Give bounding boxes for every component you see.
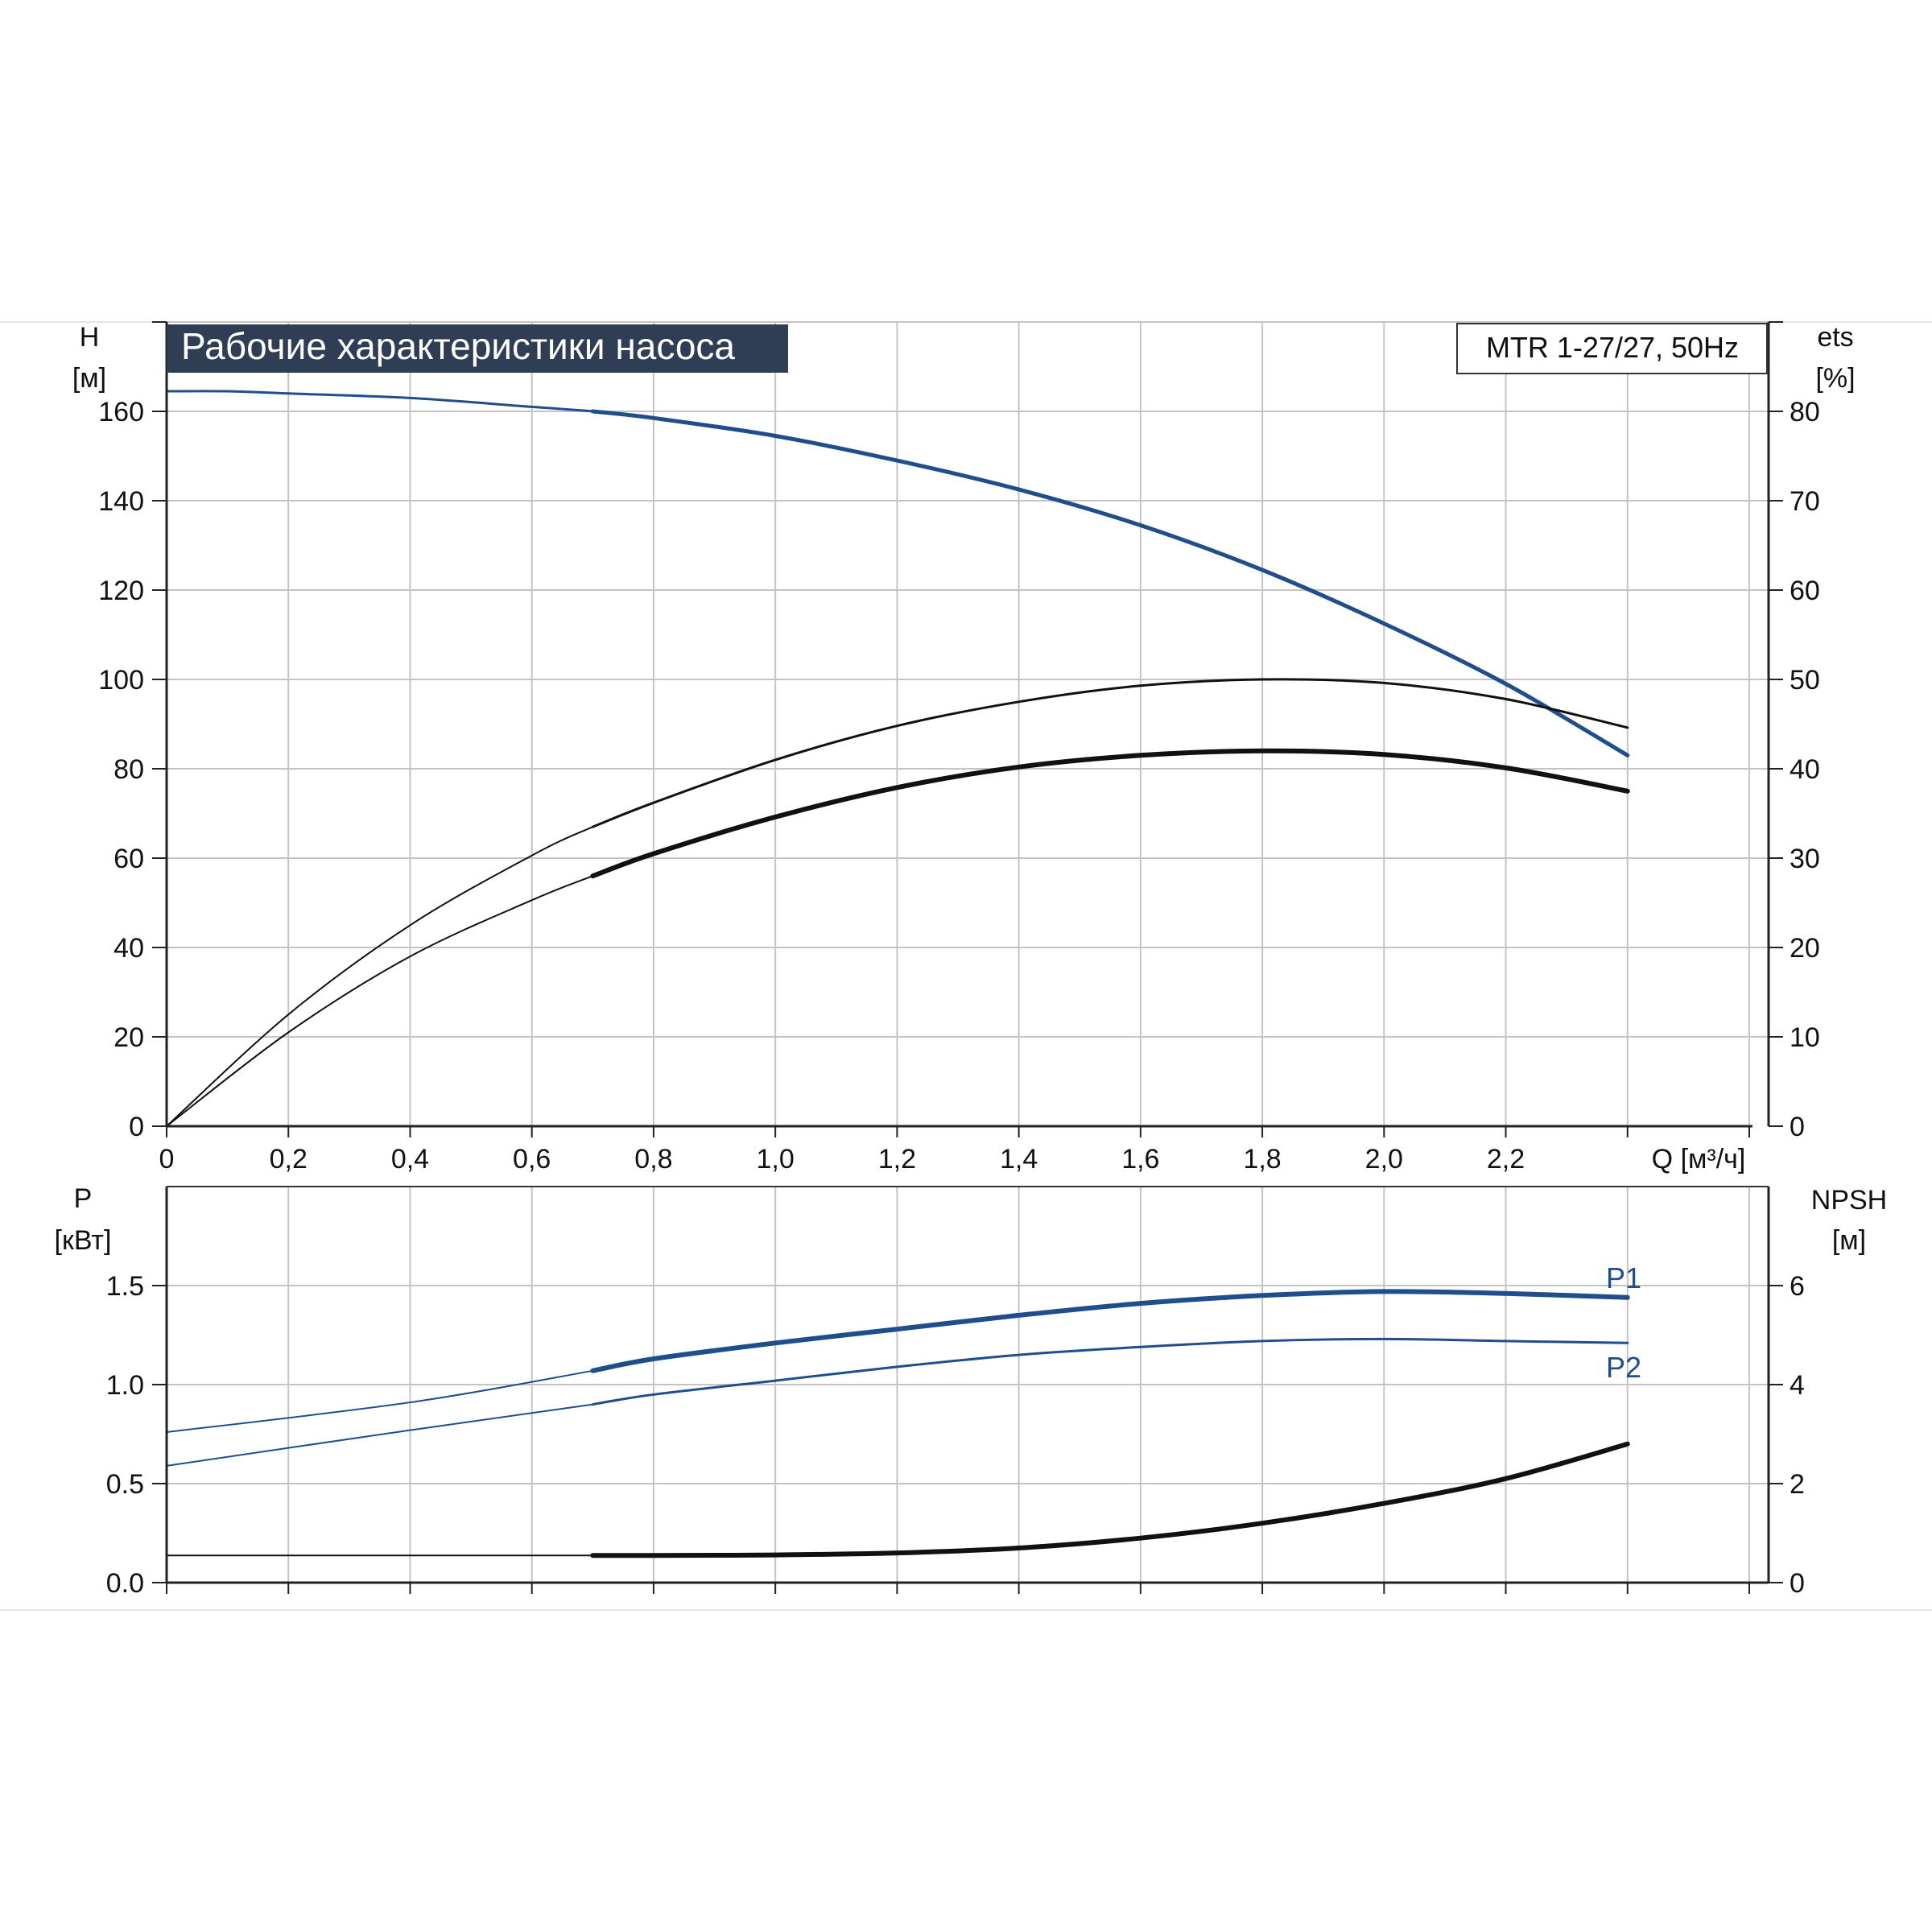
model-label: MTR 1-27/27, 50Hz xyxy=(1486,331,1739,364)
series-label-p2: P2 xyxy=(1606,1351,1641,1384)
bottom-left-tick-label: 0.0 xyxy=(106,1568,144,1599)
x-tick-label: 1,8 xyxy=(1243,1144,1281,1174)
bottom-axes: 0.0 0.5 1.0 1.5 0 2 4 6 xyxy=(106,1186,1805,1599)
top-left-tick-label: 60 xyxy=(114,844,144,874)
x-tick-label: 2,2 xyxy=(1487,1144,1525,1174)
top-right-tick-label: 10 xyxy=(1790,1022,1820,1053)
x-tick-label: 1,0 xyxy=(757,1144,795,1174)
top-right-tick-label: 0 xyxy=(1790,1112,1805,1142)
top-axes: 0 20 40 60 80 100 120 140 160 0 10 20 30 40 50 60 70 80 0 0… xyxy=(98,321,1820,1174)
bottom-grid xyxy=(167,1187,1769,1583)
top-right-tick-label: 30 xyxy=(1790,844,1820,874)
bottom-left-tick-label: 1.0 xyxy=(106,1370,144,1401)
title-box xyxy=(167,324,788,373)
bottom-series xyxy=(166,1289,1630,1558)
top-right-tick-label: 40 xyxy=(1790,754,1820,785)
x-tick-label: 0,2 xyxy=(270,1144,308,1174)
efficiency-curve-lower xyxy=(590,748,1630,879)
top-left-tick-label: 100 xyxy=(98,665,144,696)
top-left-tick-label: 140 xyxy=(98,486,144,517)
left-axis-unit-m: [м] xyxy=(72,363,106,394)
bottom-right-tick-label: 6 xyxy=(1790,1271,1805,1302)
top-left-tick-label: 0 xyxy=(129,1112,144,1142)
top-right-tick-label: 60 xyxy=(1790,576,1820,606)
x-tick-label: 1,2 xyxy=(878,1144,916,1174)
x-tick-label: 0,4 xyxy=(391,1144,429,1174)
bottom-left-tick-label: 1.5 xyxy=(106,1271,144,1302)
x-tick-label: 0,8 xyxy=(634,1144,672,1174)
series-label-p1: P1 xyxy=(1606,1261,1641,1294)
right-axis-unit-percent: [%] xyxy=(1815,363,1855,394)
efficiency-curve-upper xyxy=(591,678,1629,828)
bottom-right-tick-label: 0 xyxy=(1790,1568,1805,1599)
p1-curve xyxy=(590,1289,1630,1373)
x-tick-label: 1,6 xyxy=(1121,1144,1159,1174)
top-left-tick-label: 20 xyxy=(114,1022,144,1053)
x-tick-label: 0,6 xyxy=(513,1144,551,1174)
head-efficiency-panel: 0 20 40 60 80 100 120 140 160 0 10 20 30 40 50 60 70 80 0 0… xyxy=(72,321,1856,1174)
npsh-curve xyxy=(590,1441,1630,1558)
x-tick-label: 2,0 xyxy=(1365,1144,1403,1174)
model-box xyxy=(1456,323,1768,374)
p2-curve xyxy=(591,1337,1629,1406)
top-grid xyxy=(167,321,1769,1126)
x-tick-label: 1,4 xyxy=(1000,1144,1038,1174)
head-curve xyxy=(590,409,1630,758)
power-npsh-panel: 0.0 0.5 1.0 1.5 0 2 4 6 P [кВт] NPSH [м] P1 P2 xyxy=(55,1183,1888,1599)
chart-title: Рабочие характеристики насоса xyxy=(181,325,735,367)
right-axis-unit-m: [м] xyxy=(1832,1225,1866,1256)
top-right-tick-label: 50 xyxy=(1790,665,1820,696)
bottom-right-tick-label: 2 xyxy=(1790,1469,1805,1500)
x-tick-label: 0 xyxy=(159,1144,175,1174)
top-right-tick-label: 20 xyxy=(1790,933,1820,964)
top-right-tick-label: 70 xyxy=(1790,486,1820,517)
bottom-left-tick-label: 0.5 xyxy=(106,1469,144,1500)
top-left-tick-label: 120 xyxy=(98,576,144,606)
top-series xyxy=(166,390,1630,1127)
left-axis-label-h: H xyxy=(80,322,100,353)
x-axis-label: Q [м³/ч] xyxy=(1652,1144,1746,1174)
bottom-right-tick-label: 4 xyxy=(1790,1370,1805,1401)
left-axis-unit-kw: [кВт] xyxy=(55,1225,112,1256)
top-left-tick-label: 40 xyxy=(114,933,144,964)
top-left-tick-label: 80 xyxy=(114,754,144,785)
top-left-tick-label: 160 xyxy=(98,397,144,427)
top-right-tick-label: 80 xyxy=(1790,397,1820,427)
right-axis-label-npsh: NPSH xyxy=(1811,1185,1887,1216)
left-axis-label-p: P xyxy=(74,1183,93,1214)
right-axis-label-ets: ets xyxy=(1817,322,1853,353)
